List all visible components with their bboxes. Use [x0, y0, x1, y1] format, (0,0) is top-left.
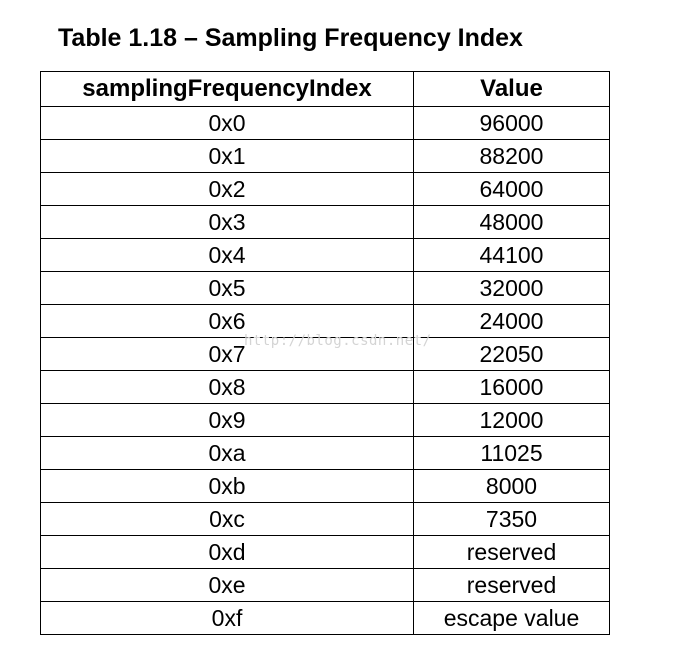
value-cell: 24000	[413, 304, 610, 338]
index-cell: 0xd	[40, 535, 414, 569]
value-cell: 64000	[413, 172, 610, 206]
value-cell: 8000	[413, 469, 610, 503]
index-cell: 0x6	[40, 304, 414, 338]
index-cell: 0x5	[40, 271, 414, 305]
sampling-frequency-table: samplingFrequencyIndex Value 0x0 96000 0x…	[40, 71, 610, 635]
value-cell: 96000	[413, 106, 610, 140]
index-cell: 0x2	[40, 172, 414, 206]
table-header-row: samplingFrequencyIndex Value	[40, 71, 610, 107]
index-cell: 0x3	[40, 205, 414, 239]
index-cell: 0xe	[40, 568, 414, 602]
index-cell: 0xa	[40, 436, 414, 470]
table-row: 0x9 12000	[40, 403, 610, 437]
table-row: 0xd reserved	[40, 535, 610, 569]
table-row: 0x5 32000	[40, 271, 610, 305]
index-cell: 0x1	[40, 139, 414, 173]
table-row: 0xb 8000	[40, 469, 610, 503]
index-cell: 0x8	[40, 370, 414, 404]
table-row: 0x6 24000	[40, 304, 610, 338]
value-cell: 32000	[413, 271, 610, 305]
index-cell: 0x9	[40, 403, 414, 437]
value-cell: 12000	[413, 403, 610, 437]
value-cell: 22050	[413, 337, 610, 371]
table-row: 0xf escape value	[40, 601, 610, 635]
index-cell: 0x7	[40, 337, 414, 371]
value-cell: reserved	[413, 535, 610, 569]
index-cell: 0xf	[40, 601, 414, 635]
value-cell: 16000	[413, 370, 610, 404]
value-cell: reserved	[413, 568, 610, 602]
value-cell: 44100	[413, 238, 610, 272]
table-row: 0x2 64000	[40, 172, 610, 206]
index-cell: 0x0	[40, 106, 414, 140]
table-row: 0x1 88200	[40, 139, 610, 173]
table-row: 0x4 44100	[40, 238, 610, 272]
table-row: 0xe reserved	[40, 568, 610, 602]
table-row: 0xa 11025	[40, 436, 610, 470]
value-cell: 7350	[413, 502, 610, 536]
table-caption: Table 1.18 – Sampling Frequency Index	[58, 24, 523, 52]
value-cell: 88200	[413, 139, 610, 173]
value-cell: 11025	[413, 436, 610, 470]
header-sampling-frequency-index: samplingFrequencyIndex	[40, 71, 414, 107]
table-row: 0x0 96000	[40, 106, 610, 140]
index-cell: 0x4	[40, 238, 414, 272]
index-cell: 0xb	[40, 469, 414, 503]
table-row: 0x3 48000	[40, 205, 610, 239]
value-cell: 48000	[413, 205, 610, 239]
index-cell: 0xc	[40, 502, 414, 536]
table-row: 0x7 22050	[40, 337, 610, 371]
table-row: 0xc 7350	[40, 502, 610, 536]
table-row: 0x8 16000	[40, 370, 610, 404]
header-value: Value	[413, 71, 610, 107]
value-cell: escape value	[413, 601, 610, 635]
